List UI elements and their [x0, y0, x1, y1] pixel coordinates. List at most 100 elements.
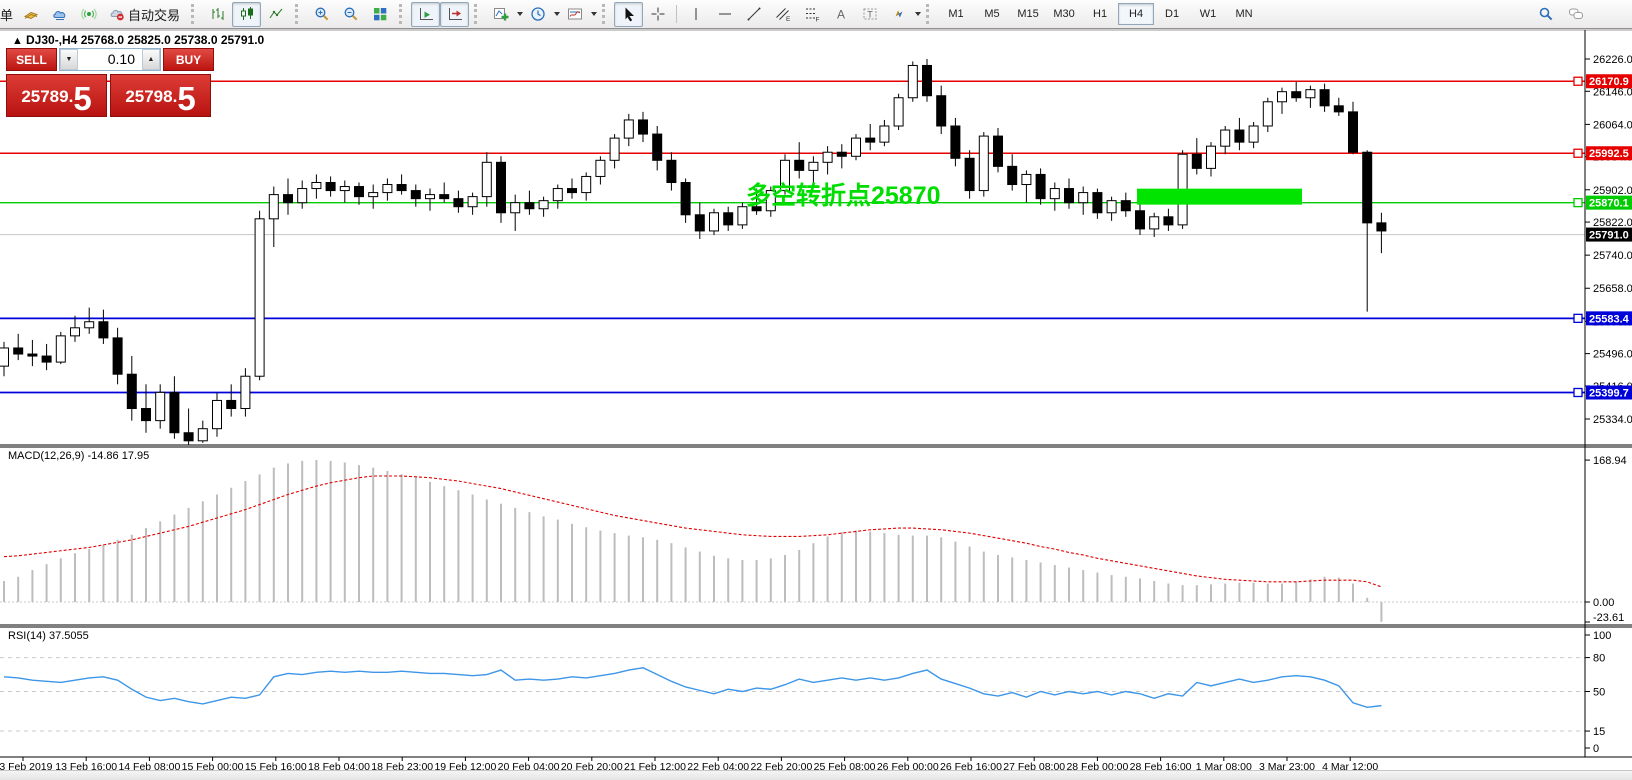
- timeframe-button-m5[interactable]: M5: [984, 8, 1000, 20]
- zoom-in-icon: [315, 7, 328, 21]
- trendline-button[interactable]: [739, 2, 768, 27]
- autotrade-label: 自动交易: [128, 7, 181, 23]
- arrows-caret[interactable]: [915, 12, 922, 16]
- sell-price-display[interactable]: 25789. 5: [6, 74, 107, 117]
- templates-caret[interactable]: [591, 12, 598, 16]
- navigator-button[interactable]: [45, 2, 74, 27]
- toolbar-right: [1538, 6, 1584, 22]
- timeframe-button-m30[interactable]: M30: [1053, 8, 1075, 20]
- signals-button[interactable]: [74, 2, 103, 27]
- add-indicator-button[interactable]: [486, 2, 515, 27]
- svg-text:26226.0: 26226.0: [1593, 54, 1632, 66]
- add-indicator-caret[interactable]: [517, 12, 524, 16]
- autotrade-button[interactable]: 自动交易: [103, 3, 186, 26]
- timeframe-button-h1[interactable]: H1: [1093, 8, 1108, 20]
- arrows-icon: [895, 10, 903, 18]
- text-label-button[interactable]: T: [855, 2, 884, 27]
- candlestick-chart-button[interactable]: [232, 1, 262, 27]
- templates-button[interactable]: [560, 2, 589, 27]
- svg-text:26170.9: 26170.9: [1589, 76, 1629, 88]
- chat-icon[interactable]: [1568, 6, 1584, 22]
- svg-text:168.94: 168.94: [1593, 455, 1627, 467]
- toolbar: 单 自动交易: [0, 0, 1632, 29]
- new-order-button[interactable]: 单: [0, 7, 14, 23]
- chart-shift-button[interactable]: [440, 1, 470, 27]
- crosshair-icon: [651, 7, 665, 21]
- svg-text:-23.61: -23.61: [1593, 612, 1624, 624]
- market-watch-icon: [23, 11, 38, 20]
- svg-text:T: T: [867, 10, 873, 20]
- svg-text:F: F: [815, 17, 819, 23]
- svg-text:26146.0: 26146.0: [1593, 86, 1632, 98]
- timeframe-button-h4[interactable]: H4: [1118, 3, 1155, 25]
- text-button[interactable]: A: [826, 2, 855, 27]
- bar-chart-button[interactable]: [203, 2, 232, 27]
- toolbar-grip: [191, 4, 199, 24]
- svg-text:25870.1: 25870.1: [1589, 198, 1629, 210]
- vertical-line-button[interactable]: [681, 2, 710, 27]
- tile-windows-button[interactable]: [365, 2, 394, 27]
- cursor-button[interactable]: [614, 1, 644, 27]
- sell-price-big: 5: [73, 80, 92, 117]
- chart-shift-icon: [448, 8, 462, 20]
- toolbar-grip: [602, 4, 610, 24]
- sell-button[interactable]: SELL: [6, 48, 57, 71]
- svg-text:26064.0: 26064.0: [1593, 119, 1632, 131]
- signals-icon: [80, 8, 97, 20]
- svg-text:多空转折点25870: 多空转折点25870: [746, 181, 941, 210]
- svg-text:25658.0: 25658.0: [1593, 283, 1632, 295]
- arrows-button[interactable]: [884, 2, 913, 27]
- volume-increase-button[interactable]: ▲: [142, 49, 160, 70]
- zoom-out-button[interactable]: [336, 2, 365, 27]
- timeframe-button-m15[interactable]: M15: [1017, 8, 1039, 20]
- buy-price-display[interactable]: 25798. 5: [110, 74, 211, 117]
- timeframe-button-w1[interactable]: W1: [1199, 8, 1217, 20]
- zoom-out-icon: [344, 7, 357, 21]
- auto-scroll-button[interactable]: [411, 1, 441, 27]
- search-icon[interactable]: [1538, 6, 1554, 22]
- navigator-icon: [52, 11, 65, 20]
- toolbar-grip: [474, 4, 482, 24]
- equidistant-channel-icon: E: [775, 8, 791, 22]
- text-label-icon: T: [863, 8, 877, 20]
- svg-text:0: 0: [1593, 743, 1599, 755]
- svg-text:0.00: 0.00: [1593, 597, 1614, 609]
- bar-chart-icon: [212, 8, 224, 20]
- periods-button[interactable]: [523, 2, 552, 27]
- svg-text:25334.0: 25334.0: [1593, 414, 1632, 426]
- trendline-icon: [747, 7, 761, 21]
- buy-price-sep: .: [172, 87, 178, 106]
- timeframe-button-d1[interactable]: D1: [1165, 8, 1180, 20]
- line-chart-icon: [269, 8, 282, 19]
- svg-text:RSI(14) 37.5055: RSI(14) 37.5055: [8, 630, 89, 642]
- buy-button[interactable]: BUY: [163, 48, 214, 71]
- equidistant-channel-button[interactable]: E: [768, 2, 797, 27]
- text-a-icon: A: [837, 8, 845, 22]
- svg-text:80: 80: [1593, 653, 1605, 665]
- buy-price-big: 5: [177, 80, 196, 117]
- fibonacci-button[interactable]: F: [797, 2, 826, 27]
- volume-spinner: ▼ 0.10 ▲: [59, 48, 161, 71]
- one-click-trading-panel: SELL ▼ 0.10 ▲ BUY 25789. 5 25798. 5: [6, 48, 214, 117]
- timeframe-button-m1[interactable]: M1: [948, 8, 964, 20]
- timeframe-group: M1 M5 M15 M30 H1 H4 D1 W1 MN: [938, 3, 1262, 25]
- templates-icon: [567, 8, 582, 20]
- horizontal-line-button[interactable]: [710, 2, 739, 27]
- zoom-in-button[interactable]: [307, 2, 336, 27]
- svg-text:25583.4: 25583.4: [1589, 313, 1630, 325]
- crosshair-button[interactable]: [643, 2, 672, 27]
- svg-text:25496.0: 25496.0: [1593, 349, 1632, 361]
- svg-text:E: E: [786, 16, 791, 22]
- timeframe-button-mn[interactable]: MN: [1235, 8, 1253, 20]
- volume-input[interactable]: 0.10: [107, 51, 135, 67]
- toolbar-grip: [399, 4, 407, 24]
- toolbar-grip: [926, 4, 934, 24]
- volume-decrease-button[interactable]: ▼: [60, 49, 78, 70]
- svg-text:100: 100: [1593, 630, 1611, 642]
- svg-text:15: 15: [1593, 726, 1605, 738]
- periods-caret[interactable]: [554, 12, 561, 16]
- line-chart-button[interactable]: [261, 2, 290, 27]
- market-watch-button[interactable]: [16, 2, 45, 27]
- svg-text:25902.0: 25902.0: [1593, 185, 1632, 197]
